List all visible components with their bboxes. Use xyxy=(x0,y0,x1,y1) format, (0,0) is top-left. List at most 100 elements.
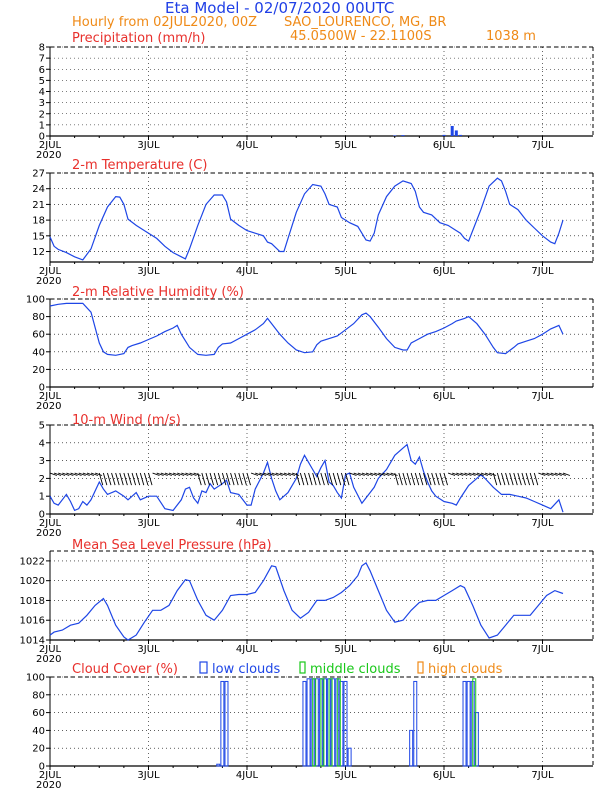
wind-barb xyxy=(554,472,562,476)
wind-barb xyxy=(312,472,317,486)
x-tick-label: 2JUL xyxy=(39,266,62,277)
x-tick-label: 7JUL xyxy=(531,140,554,151)
wind-barb xyxy=(423,472,428,486)
cloud-bar xyxy=(409,729,414,767)
wind-barb xyxy=(328,472,334,486)
y-tick-label: 40 xyxy=(32,726,45,737)
wind-barb xyxy=(496,472,502,486)
wind-barb xyxy=(246,472,251,486)
legend-label-high-clouds: high clouds xyxy=(428,662,503,677)
wind-barb xyxy=(398,472,403,486)
y-tick-label: 2 xyxy=(39,474,45,485)
wind-barb xyxy=(521,472,526,486)
wind-barb xyxy=(336,472,342,486)
x-year-label: 2020 xyxy=(36,276,61,287)
wind-barb xyxy=(464,472,472,476)
wind-barb xyxy=(357,472,365,476)
wind-barb xyxy=(382,472,390,476)
x-tick-label: 5JUL xyxy=(334,391,357,402)
y-tick-label: 60 xyxy=(32,708,45,719)
wind-barb xyxy=(562,472,571,476)
wind-barb xyxy=(127,472,132,486)
wind-barb xyxy=(74,472,82,476)
y-tick-label: 18 xyxy=(32,216,45,227)
wind-barb xyxy=(238,472,243,486)
wind-barb xyxy=(542,472,550,476)
wind-barb xyxy=(295,472,301,486)
wind-barb xyxy=(156,472,164,476)
wind-barb xyxy=(308,472,313,486)
y-tick-label: 21 xyxy=(32,200,45,211)
y-tick-label: 24 xyxy=(32,184,45,195)
x-tick-label: 2JUL xyxy=(39,391,62,402)
wind-barb xyxy=(402,472,407,486)
y-tick-label: 5 xyxy=(39,421,45,432)
panel-title-cloud-cover: Cloud Cover (%) xyxy=(72,662,178,677)
cloud-bar xyxy=(216,763,221,767)
x-tick-label: 5JUL xyxy=(334,770,357,781)
wind-barb xyxy=(468,472,476,476)
series-line-temp xyxy=(49,177,564,261)
panel-title-humidity: 2-m Relative Humidity (%) xyxy=(72,285,244,300)
panel-wind: 0 1 2 3 4 5 2JUL 3JUL 4JUL 5JUL 6JUL 7JUL 2020 xyxy=(36,421,594,539)
wind-barb xyxy=(107,472,112,486)
wind-barb xyxy=(304,472,309,486)
x-tick-label: 6JUL xyxy=(433,518,456,529)
legend-swatch-low-clouds xyxy=(199,661,208,674)
chart-header-coords: 45.0500W - 22.1100S xyxy=(290,29,432,44)
wind-barb xyxy=(349,472,357,476)
wind-barb xyxy=(230,472,235,486)
y-tick-label: 1 xyxy=(39,120,45,131)
wind-barb xyxy=(406,472,411,486)
x-tick-label: 4JUL xyxy=(236,391,259,402)
wind-barb xyxy=(271,472,279,476)
wind-barb xyxy=(139,472,145,486)
wind-barb xyxy=(143,472,149,486)
series-line-mslp xyxy=(49,562,564,641)
y-tick-label: 40 xyxy=(32,347,45,358)
wind-barb xyxy=(316,472,321,486)
legend-label-low-clouds: low clouds xyxy=(212,662,281,677)
cloud-bar xyxy=(466,680,471,767)
wind-barb xyxy=(152,472,160,476)
x-tick-label: 3JUL xyxy=(137,644,160,655)
x-tick-label: 7JUL xyxy=(531,770,554,781)
x-year-label: 2020 xyxy=(36,150,61,161)
wind-barb xyxy=(102,472,108,486)
wind-barb xyxy=(447,472,456,476)
y-tick-label: 2 xyxy=(39,109,45,120)
x-tick-label: 4JUL xyxy=(236,140,259,151)
cloud-bar xyxy=(220,680,225,767)
precip-bar xyxy=(401,135,405,136)
wind-barb xyxy=(501,472,506,486)
wind-barb xyxy=(201,472,206,486)
x-tick-label: 6JUL xyxy=(433,770,456,781)
wind-barb xyxy=(472,472,480,476)
wind-barb xyxy=(525,472,531,486)
x-year-label: 2020 xyxy=(36,654,61,665)
wind-barb xyxy=(193,472,201,476)
chart-header-station: SAO_LOURENCO, MG, BR xyxy=(284,15,446,30)
x-tick-label: 3JUL xyxy=(137,518,160,529)
y-tick-label: 80 xyxy=(32,312,45,323)
x-year-label: 2020 xyxy=(36,780,61,791)
wind-barb xyxy=(299,472,305,486)
wind-barb xyxy=(414,472,420,486)
wind-barb xyxy=(533,472,539,486)
wind-barb xyxy=(86,472,94,476)
x-tick-label: 6JUL xyxy=(433,391,456,402)
panel-clouds: 0 20 40 60 80 100 2JUL 3JUL 4JUL 5JUL 6JUL 7JUL 2020 xyxy=(26,673,594,791)
precip-bar xyxy=(454,130,458,136)
wind-barb xyxy=(283,472,291,476)
legend-swatch-high-clouds xyxy=(417,661,424,674)
wind-barb xyxy=(111,472,116,486)
wind-barb xyxy=(390,472,398,476)
wind-barb xyxy=(98,472,104,486)
wind-barb xyxy=(53,472,62,476)
wind-barb xyxy=(189,472,197,476)
wind-barb xyxy=(90,472,99,476)
panel-mslp: 1014 1016 1018 1020 1022 2JUL 3JUL 4JUL 5JUL 6JUL… xyxy=(20,550,594,665)
wind-barb xyxy=(58,472,66,476)
wind-barb xyxy=(410,472,416,486)
